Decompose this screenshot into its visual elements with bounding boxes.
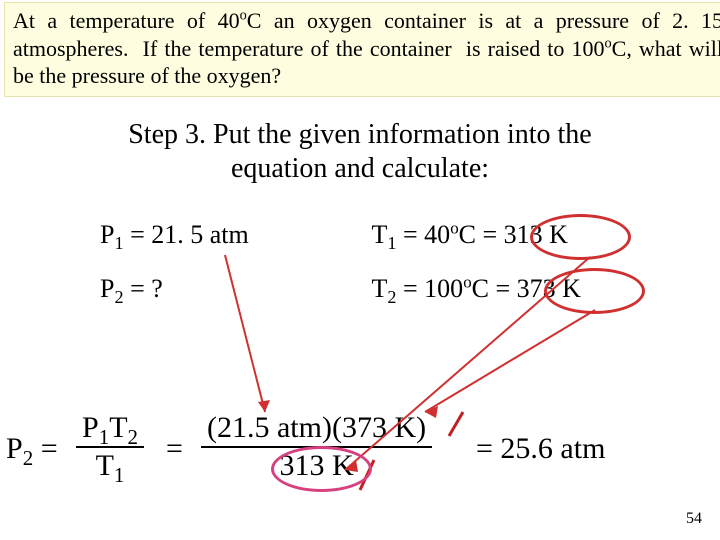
p2-val: = ? xyxy=(124,274,163,303)
p1-val: 21. 5 atm xyxy=(151,220,249,249)
p2-cell: P2 = ? xyxy=(100,274,312,304)
eqn-p: P xyxy=(6,432,23,465)
eqn-result: = 25.6 atm xyxy=(476,432,605,466)
eqn-num1-s1: 1 xyxy=(99,425,110,449)
step-title: Step 3. Put the given information into t… xyxy=(50,118,670,185)
problem-statement: At a temperature of 40oC an oxygen conta… xyxy=(4,2,720,97)
t1-label: T xyxy=(372,220,388,249)
eqn-p-sub: 2 xyxy=(23,446,34,470)
eqn-num1-t: T xyxy=(109,411,127,444)
t2-val: 373 K xyxy=(517,274,581,303)
p2-sub: 2 xyxy=(114,287,123,307)
p1-label: P xyxy=(100,220,114,249)
eqn-num2-b: (373 K) xyxy=(332,411,426,444)
t2-eq: = 100 xyxy=(397,274,464,303)
eqn-den1-t: T xyxy=(96,449,114,482)
t2-cell: T2 = 100oC = 373 K xyxy=(372,274,660,304)
eqn-num1: P1T2 xyxy=(76,412,144,448)
eqn-eq2-t: = xyxy=(166,432,183,465)
eqn-eq3: = 25.6 atm xyxy=(476,432,605,465)
p1-eq: = xyxy=(124,220,152,249)
eqn-num1-s2: 2 xyxy=(128,425,139,449)
t2-unit: C = xyxy=(472,274,517,303)
p1-sub: 1 xyxy=(114,233,123,253)
t1-cell: T1 = 40oC = 313 K xyxy=(372,220,660,250)
eqn-den1-s: 1 xyxy=(114,463,125,487)
t1-eq: = 40 xyxy=(397,220,451,249)
eqn-lhs: P2 = xyxy=(6,432,58,466)
eqn-eq1: = xyxy=(33,432,57,465)
eqn-eq2: = xyxy=(166,432,183,466)
page-number: 54 xyxy=(686,510,702,528)
eqn-num2: (21.5 atm) (373 K) xyxy=(201,412,432,448)
t1-sub: 1 xyxy=(387,233,396,253)
p2-label: P xyxy=(100,274,114,303)
eqn-num1-p: P xyxy=(82,411,99,444)
eqn-num2-a: (21.5 atm) xyxy=(207,411,332,444)
t2-sub: 2 xyxy=(387,287,396,307)
eqn-den1: T1 xyxy=(76,448,144,482)
step-line1: Step 3. Put the given information into t… xyxy=(128,119,592,150)
eqn-den2-t: 313 K xyxy=(279,449,353,482)
step-line2: equation and calculate: xyxy=(231,153,489,184)
t1-unit: C = xyxy=(459,220,504,249)
eqn-frac1: P1T2 T1 xyxy=(76,412,144,481)
problem-text: At a temperature of 40oC an oxygen conta… xyxy=(13,8,720,88)
eqn-frac2: (21.5 atm) (373 K) 313 K xyxy=(201,412,432,481)
t2-label: T xyxy=(372,274,388,303)
p1-cell: P1 = 21. 5 atm xyxy=(100,220,312,250)
eqn-den2: 313 K xyxy=(201,448,432,482)
t1-val: 313 K xyxy=(504,220,568,249)
given-variables: P1 = 21. 5 atm T1 = 40oC = 313 K P2 = ? … xyxy=(100,220,660,328)
equation-row: P2 = P1T2 T1 = xyxy=(6,400,714,510)
